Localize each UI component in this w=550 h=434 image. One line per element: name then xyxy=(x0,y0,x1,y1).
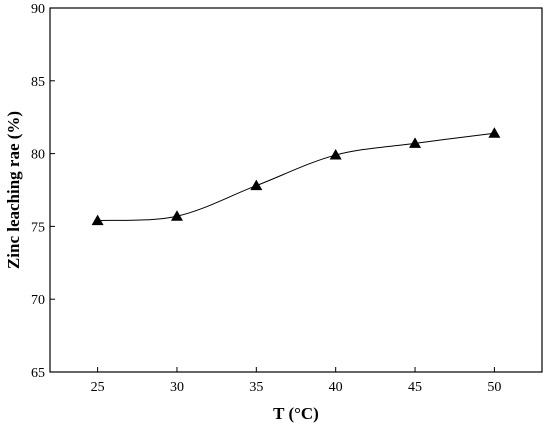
data-point-triangle xyxy=(329,149,342,160)
x-tick-label: 40 xyxy=(329,380,343,395)
y-tick-label: 90 xyxy=(31,2,45,17)
y-tick-label: 65 xyxy=(31,366,45,381)
series-line xyxy=(97,132,495,222)
plot-frame xyxy=(49,7,543,373)
y-axis-ticks: 65 70 75 80 85 90 xyxy=(31,2,55,381)
y-axis-title: Zinc leaching rae (%) xyxy=(4,111,23,269)
data-point-triangle xyxy=(170,210,183,221)
y-tick-label: 80 xyxy=(31,148,45,163)
x-axis-ticks: 25 30 35 40 45 50 xyxy=(91,367,501,395)
y-tick-label: 85 xyxy=(31,75,45,90)
x-tick-label: 35 xyxy=(249,380,263,395)
data-point-triangle xyxy=(409,137,422,148)
x-tick-label: 25 xyxy=(91,380,105,395)
y-tick-label: 75 xyxy=(31,220,45,235)
x-tick-label: 50 xyxy=(487,380,501,395)
x-axis-title: T (°C) xyxy=(273,404,319,423)
y-tick-label: 70 xyxy=(31,293,45,308)
data-point-triangle xyxy=(250,179,263,191)
data-point-triangle xyxy=(488,127,501,138)
x-tick-label: 45 xyxy=(408,380,422,395)
data-point-triangle xyxy=(91,214,104,226)
x-tick-label: 30 xyxy=(170,380,184,395)
series-points xyxy=(91,127,501,226)
